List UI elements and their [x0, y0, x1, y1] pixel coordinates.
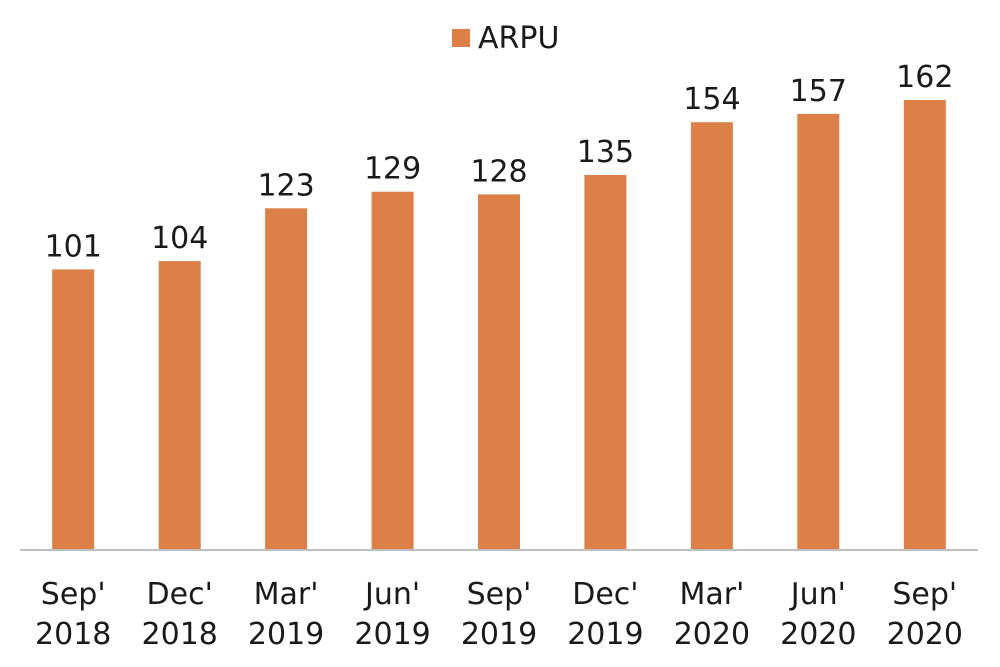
bar-1: [158, 261, 201, 550]
x-tick-label-6-0: Mar': [679, 577, 744, 612]
bar-6: [690, 122, 733, 550]
x-tick-label-1-1: 2018: [142, 617, 218, 652]
x-tick-label-4-1: 2019: [461, 617, 537, 652]
data-labels: 101 104 123 129 128 135 154 157 162: [45, 60, 954, 264]
legend-label-arpu: ARPU: [478, 21, 559, 56]
data-label-4: 128: [470, 154, 527, 189]
bar-2: [265, 208, 308, 551]
bar-5: [584, 175, 627, 550]
data-label-6: 154: [683, 82, 740, 117]
x-tick-label-5-0: Dec': [572, 577, 638, 612]
x-tick-label-6-1: 2020: [674, 617, 750, 652]
data-label-5: 135: [577, 135, 634, 170]
x-tick-label-1-0: Dec': [147, 577, 213, 612]
legend-swatch-arpu: [452, 29, 470, 47]
x-tick-label-7-0: Jun': [789, 577, 846, 612]
x-tick-label-0-1: 2018: [35, 617, 111, 652]
x-tick-label-0-0: Sep': [41, 577, 106, 612]
data-label-0: 101: [45, 229, 102, 264]
data-label-1: 104: [151, 221, 208, 256]
legend: ARPU: [452, 21, 559, 56]
bar-4: [478, 194, 520, 550]
x-tick-label-8-0: Sep': [892, 577, 957, 612]
x-tick-label-2-1: 2019: [248, 617, 324, 652]
bar-0: [52, 269, 95, 550]
x-tick-label-4-0: Sep': [467, 577, 532, 612]
x-tick-label-5-1: 2019: [567, 617, 643, 652]
x-axis-tick-labels: Sep' 2018 Dec' 2018 Mar' 2019 Jun' 2019 Sep' 2019…: [35, 577, 963, 652]
data-label-3: 129: [364, 152, 421, 187]
bars: [52, 100, 946, 551]
x-tick-label-7-1: 2020: [780, 617, 856, 652]
x-tick-label-2-0: Mar': [254, 577, 319, 612]
bar-3: [371, 191, 414, 550]
bar-7: [797, 113, 840, 551]
data-label-2: 123: [257, 168, 314, 203]
x-tick-label-3-1: 2019: [354, 617, 430, 652]
bar-8: [903, 100, 946, 550]
data-label-8: 162: [896, 60, 953, 95]
data-label-7: 157: [790, 74, 847, 109]
x-tick-label-8-1: 2020: [887, 617, 963, 652]
x-tick-label-3-0: Jun': [363, 577, 420, 612]
